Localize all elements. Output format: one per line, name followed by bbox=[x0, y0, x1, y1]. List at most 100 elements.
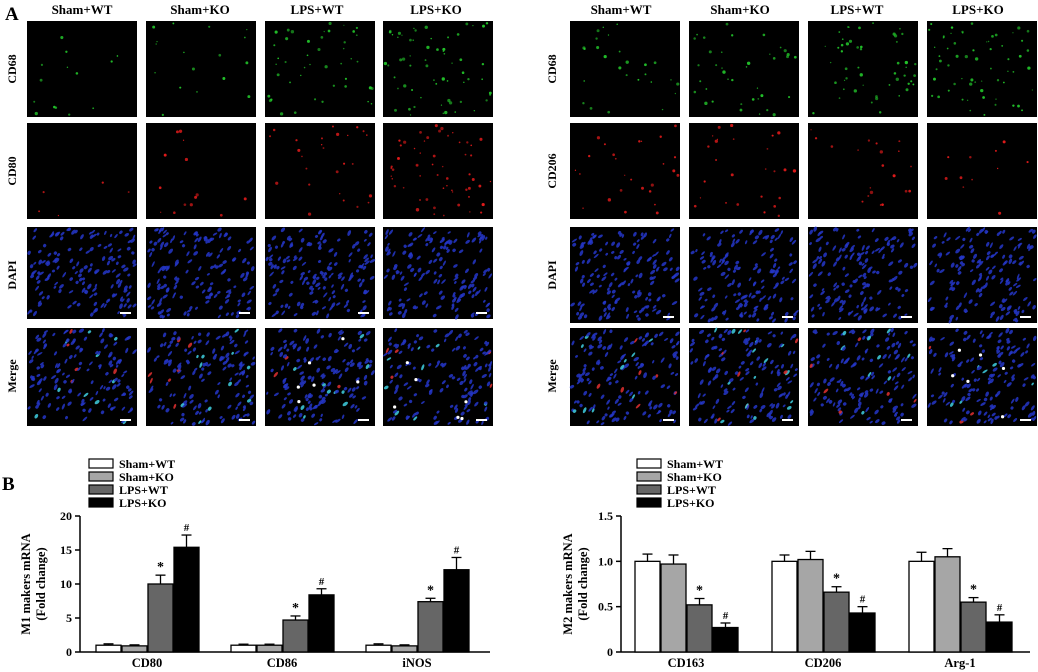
category-label: CD206 bbox=[805, 656, 842, 670]
group-header: LPS+KO bbox=[410, 2, 461, 17]
micrograph-image bbox=[569, 328, 680, 426]
bar bbox=[417, 601, 444, 653]
micrograph-image bbox=[927, 123, 1037, 219]
bar bbox=[986, 621, 1013, 653]
legend-swatch bbox=[636, 484, 662, 495]
micrograph-panels: Sham+WT Sham+KO LPS+WT LPS+KO CD68 CD80 DAPI Me… bbox=[5, 2, 1037, 426]
row-label: CD68 bbox=[545, 54, 559, 83]
legend-label: LPS+WT bbox=[667, 483, 716, 497]
bar bbox=[660, 563, 687, 653]
legend-swatch bbox=[88, 497, 114, 508]
micrograph-image bbox=[146, 328, 256, 426]
bar-chart-2: 0 0.5 1.0 1.5 M2 makers mRNA (Fold change) CD1… bbox=[561, 457, 1030, 670]
micrograph-image bbox=[570, 21, 680, 117]
y-tick-label: 20 bbox=[60, 509, 72, 523]
y-tick-label: 0 bbox=[607, 645, 613, 659]
significance-mark: * bbox=[157, 560, 164, 575]
group-header: Sham+WT bbox=[591, 2, 652, 17]
legend-label: LPS+WT bbox=[119, 483, 168, 497]
significance-mark: # bbox=[454, 544, 460, 556]
bar bbox=[121, 645, 148, 653]
micrograph-image bbox=[927, 226, 1037, 324]
micrograph-image bbox=[146, 123, 256, 219]
row-label: DAPI bbox=[545, 260, 559, 290]
category-label: CD163 bbox=[668, 656, 705, 670]
bar bbox=[308, 594, 335, 653]
bar bbox=[147, 583, 174, 653]
group-header: Sham+WT bbox=[52, 2, 113, 17]
group-header: Sham+KO bbox=[170, 2, 229, 17]
significance-mark: * bbox=[427, 583, 434, 598]
significance-mark: # bbox=[723, 610, 729, 622]
micrograph-image bbox=[265, 227, 376, 319]
bar bbox=[712, 626, 739, 653]
micrograph-image bbox=[570, 123, 680, 219]
bar bbox=[282, 619, 309, 653]
micrograph-image bbox=[689, 227, 799, 323]
bar bbox=[908, 560, 935, 653]
bar bbox=[365, 644, 392, 653]
micrograph-image bbox=[265, 123, 375, 219]
row-label: CD80 bbox=[5, 156, 19, 185]
bar bbox=[173, 546, 200, 653]
group-header: LPS+KO bbox=[952, 2, 1003, 17]
micrograph-image bbox=[570, 227, 680, 323]
bar bbox=[634, 560, 661, 653]
y-axis-label-unit: (Fold change) bbox=[34, 547, 48, 620]
micrograph-image bbox=[927, 21, 1037, 117]
significance-mark: # bbox=[319, 576, 325, 588]
micrograph-image bbox=[146, 21, 256, 117]
legend-swatch bbox=[636, 471, 662, 482]
category-label: CD80 bbox=[132, 656, 163, 670]
legend-label: Sham+KO bbox=[119, 470, 174, 484]
significance-mark: # bbox=[997, 602, 1003, 614]
y-tick-label: 1.5 bbox=[598, 509, 613, 523]
significance-mark: * bbox=[833, 572, 840, 587]
bar bbox=[686, 604, 713, 653]
row-label: CD206 bbox=[545, 153, 559, 188]
panel-a-letter: A bbox=[5, 4, 19, 25]
micrograph-image bbox=[383, 227, 493, 320]
legend-swatch bbox=[88, 484, 114, 495]
category-label: CD86 bbox=[267, 656, 298, 670]
micrograph-image bbox=[927, 327, 1037, 426]
y-tick-label: 10 bbox=[60, 577, 72, 591]
group-header: Sham+KO bbox=[710, 2, 769, 17]
significance-mark: * bbox=[292, 601, 299, 616]
bar bbox=[256, 644, 283, 653]
micrograph-image bbox=[689, 327, 799, 426]
micrograph-image bbox=[689, 123, 799, 219]
legend-label: Sham+KO bbox=[667, 470, 722, 484]
y-tick-label: 0 bbox=[66, 645, 72, 659]
y-axis-label: M1 makers mRNA bbox=[19, 533, 33, 634]
legend-label: LPS+KO bbox=[119, 496, 167, 510]
micrograph-image bbox=[27, 21, 137, 117]
micrograph-image bbox=[265, 328, 375, 426]
bar bbox=[230, 644, 257, 653]
bar bbox=[849, 612, 876, 653]
micrograph-image bbox=[27, 227, 137, 319]
bar bbox=[960, 601, 987, 653]
row-label: Merge bbox=[545, 359, 559, 393]
bar bbox=[771, 560, 798, 653]
micrograph-image bbox=[27, 328, 137, 426]
group-header: LPS+WT bbox=[291, 2, 344, 17]
micrograph-image bbox=[808, 123, 918, 219]
micrograph-image bbox=[146, 227, 256, 319]
bar bbox=[391, 645, 418, 653]
y-tick-label: 0.5 bbox=[598, 600, 613, 614]
micrograph-image bbox=[265, 21, 375, 117]
legend-swatch bbox=[88, 458, 114, 469]
micrograph-image bbox=[808, 226, 918, 323]
legend-swatch bbox=[88, 471, 114, 482]
bar-chart-1: 0 5 10 15 20 M1 makers mRNA (Fold change) CD80 C… bbox=[19, 457, 490, 670]
micrograph-image bbox=[27, 123, 137, 219]
bar bbox=[95, 644, 122, 653]
significance-mark: * bbox=[696, 584, 703, 599]
bar bbox=[443, 569, 470, 653]
panel-b-letter: B bbox=[2, 474, 15, 495]
bar bbox=[797, 558, 824, 653]
y-axis-label-unit: (Fold change) bbox=[576, 547, 590, 620]
